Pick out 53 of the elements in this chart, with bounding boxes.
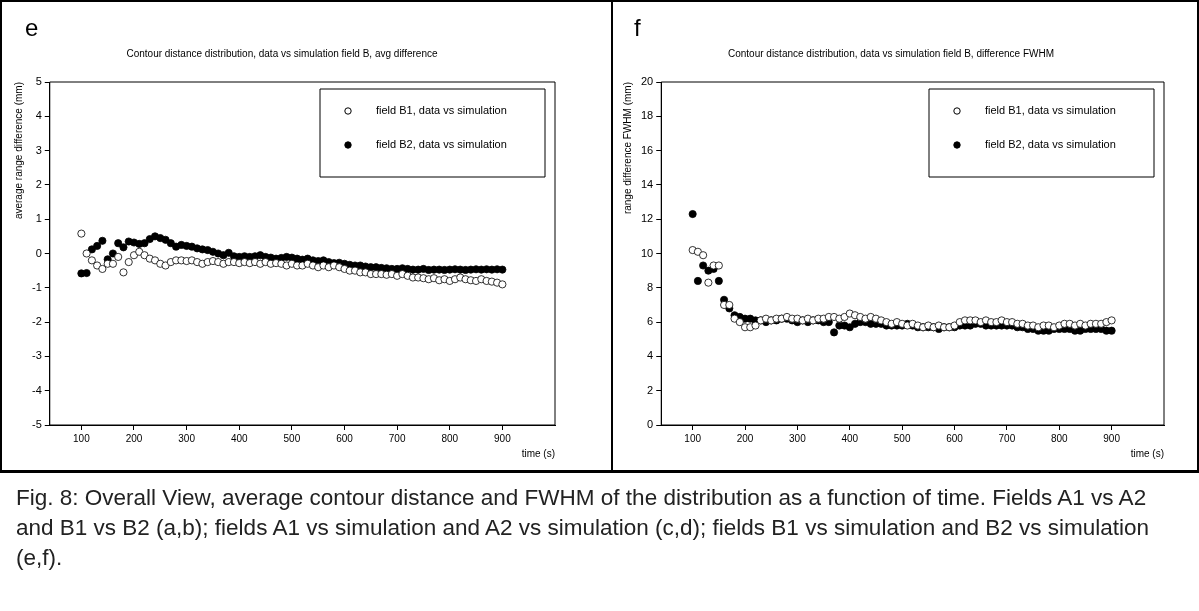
y-tick-label: 18 xyxy=(640,109,654,122)
y-tick-label: 10 xyxy=(640,246,654,259)
y-tick-label: 2 xyxy=(35,177,42,190)
y-tick-label: 3 xyxy=(35,143,42,156)
x-tick-label: 600 xyxy=(946,432,964,444)
y-axis-title: range difference FWHM (mm) xyxy=(621,82,633,215)
y-tick-label: 6 xyxy=(647,315,654,328)
x-tick-label: 800 xyxy=(1050,432,1069,444)
x-tick-label: 400 xyxy=(841,432,859,444)
x-tick-label: 200 xyxy=(736,432,754,444)
x-tick-label: 100 xyxy=(73,432,91,444)
x-tick-label: 100 xyxy=(684,432,702,444)
y-tick-label: 2 xyxy=(647,383,654,396)
text: e xyxy=(25,14,39,42)
y-tick-label: 0 xyxy=(35,246,42,259)
x-tick-label: 300 xyxy=(178,432,196,444)
caption: Fig. 8: Overall View, average contour distance and FWHM of the distribution as a function of time. Fields A1 vs A2 and B1 vs B2 (a,b); fields A1 vs simulation and A2 vs simulation (c,d); fields B1 vs simulation and B2 vs simulation (e,f). xyxy=(16,484,1151,572)
chart-title: Contour distance distribution, data vs simulation field B, difference FWHM xyxy=(727,47,1055,59)
y-tick-label: 4 xyxy=(35,109,42,122)
x-tick-label: 900 xyxy=(1103,432,1121,444)
legend-label: field B2, data vs simulation xyxy=(376,138,507,151)
x-tick-label: 200 xyxy=(125,432,143,444)
x-axis-title: time (s) xyxy=(521,447,555,459)
y-tick-label: 1 xyxy=(35,212,42,225)
y-tick-label: 5 xyxy=(35,75,42,88)
x-tick-label: 900 xyxy=(494,432,512,444)
y-tick-label: 14 xyxy=(640,177,654,190)
text: f xyxy=(634,14,641,42)
y-tick-label: 12 xyxy=(640,212,654,225)
x-axis-title: time (s) xyxy=(1130,447,1164,459)
y-tick-label: 16 xyxy=(640,143,654,156)
y-tick-label: -3 xyxy=(32,349,42,362)
x-tick-label: 300 xyxy=(789,432,807,444)
y-tick-label: -1 xyxy=(32,280,42,293)
legend-label: field B1, data vs simulation xyxy=(376,104,507,117)
x-tick-label: 400 xyxy=(230,432,249,444)
y-axis-title: average range difference (mm) xyxy=(12,82,24,220)
y-tick-label: -5 xyxy=(32,418,42,431)
legend-label: field B1, data vs simulation xyxy=(985,104,1116,117)
y-tick-label: 20 xyxy=(640,75,654,88)
legend-label: field B2, data vs simulation xyxy=(985,138,1116,151)
y-tick-label: -4 xyxy=(32,383,42,396)
y-tick-label: 4 xyxy=(647,349,654,362)
chart-title: Contour distance distribution, data vs simulation field B, avg difference xyxy=(126,47,438,59)
x-tick-label: 500 xyxy=(283,432,301,444)
y-tick-label: 8 xyxy=(647,280,654,293)
x-tick-label: 600 xyxy=(336,432,354,444)
x-tick-label: 700 xyxy=(998,432,1016,444)
y-tick-label: 0 xyxy=(647,418,654,431)
y-tick-label: -2 xyxy=(32,315,42,328)
x-tick-label: 500 xyxy=(893,432,911,444)
x-tick-label: 800 xyxy=(441,432,459,444)
x-tick-label: 700 xyxy=(388,432,406,444)
